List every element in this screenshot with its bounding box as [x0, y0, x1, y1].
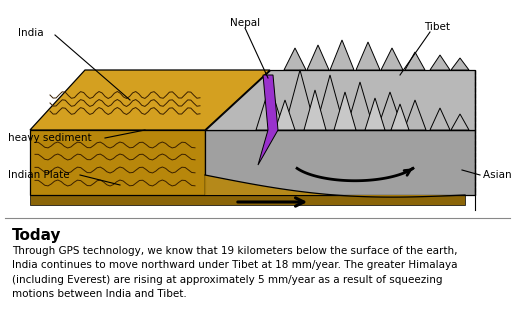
Polygon shape	[30, 195, 465, 205]
Polygon shape	[346, 82, 374, 130]
Polygon shape	[307, 45, 329, 70]
Polygon shape	[315, 75, 345, 130]
Polygon shape	[30, 70, 270, 130]
Polygon shape	[205, 175, 465, 197]
Polygon shape	[30, 130, 205, 195]
Polygon shape	[430, 108, 450, 130]
Polygon shape	[284, 70, 316, 130]
Polygon shape	[405, 52, 425, 70]
Polygon shape	[451, 58, 469, 70]
Polygon shape	[377, 92, 403, 130]
Polygon shape	[330, 40, 354, 70]
Polygon shape	[205, 70, 475, 130]
Polygon shape	[451, 114, 469, 130]
Polygon shape	[365, 98, 385, 130]
Polygon shape	[381, 48, 403, 70]
Text: Tibet: Tibet	[424, 22, 450, 32]
Polygon shape	[205, 130, 475, 195]
Text: India: India	[18, 28, 44, 38]
Polygon shape	[258, 75, 278, 165]
Text: Through GPS technology, we know that 19 kilometers below the surface of the eart: Through GPS technology, we know that 19 …	[12, 246, 457, 299]
Polygon shape	[430, 55, 450, 70]
Polygon shape	[275, 100, 295, 130]
Polygon shape	[334, 92, 356, 130]
Text: heavy sediment: heavy sediment	[8, 133, 92, 143]
Polygon shape	[391, 104, 409, 130]
Polygon shape	[284, 48, 306, 70]
Polygon shape	[404, 100, 426, 130]
Text: Nepal: Nepal	[230, 18, 260, 28]
Polygon shape	[256, 85, 284, 130]
Polygon shape	[304, 90, 326, 130]
Text: Today: Today	[12, 228, 61, 243]
Polygon shape	[356, 42, 380, 70]
Text: Asian Plate: Asian Plate	[483, 170, 515, 180]
Text: Indian Plate: Indian Plate	[8, 170, 70, 180]
